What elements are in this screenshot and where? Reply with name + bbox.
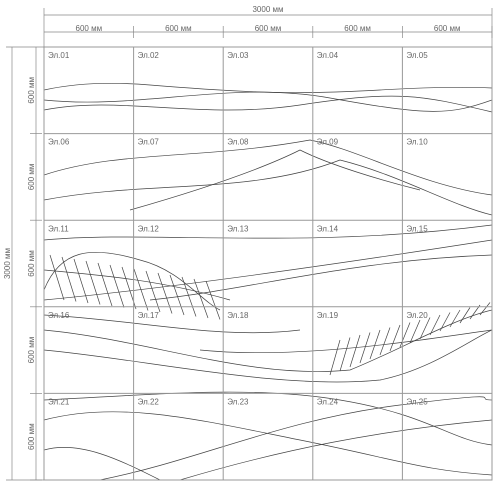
- hatch: [169, 274, 185, 316]
- hatch: [49, 254, 65, 301]
- panel-label: Эл.20: [406, 311, 428, 320]
- column-width: 600 мм: [344, 24, 371, 33]
- panel-label: Эл.10: [406, 138, 428, 147]
- panel-label: Эл.14: [317, 224, 339, 233]
- panel-label: Эл.23: [227, 398, 249, 407]
- panel-grid: [43, 46, 493, 481]
- panel-label: Эл.01: [48, 51, 70, 60]
- hatch: [157, 272, 173, 314]
- hatch: [399, 322, 411, 348]
- panel-label: Эл.16: [48, 311, 70, 320]
- panel-label: Эл.21: [48, 398, 70, 407]
- hatch: [205, 280, 221, 320]
- panel-label: Эл.11: [48, 224, 69, 233]
- row-height: 600 мм: [27, 77, 36, 104]
- hatch: [479, 302, 491, 316]
- panel-label: Эл.18: [227, 311, 249, 320]
- panel-label: Эл.03: [227, 51, 249, 60]
- hatch: [379, 327, 391, 356]
- panel-label: Эл.05: [406, 51, 428, 60]
- panel-label: Эл.24: [317, 398, 339, 407]
- row-height: 600 мм: [27, 164, 36, 191]
- column-width: 600 мм: [165, 24, 192, 33]
- hatch: [193, 278, 209, 319]
- hatch: [109, 264, 125, 308]
- row-height: 600 мм: [27, 250, 36, 277]
- hatch: [133, 268, 149, 311]
- hatch: [429, 314, 441, 336]
- panel-label: Эл.13: [227, 224, 249, 233]
- panel-label: Эл.22: [138, 398, 160, 407]
- hatch: [145, 270, 161, 313]
- hatch: [97, 262, 113, 307]
- overall-height: 3000 мм: [3, 248, 12, 279]
- column-width: 600 мм: [434, 24, 461, 33]
- hatch: [409, 319, 421, 344]
- hatch: [181, 276, 197, 317]
- panel-label: Эл.04: [317, 51, 339, 60]
- hatch: [439, 312, 451, 332]
- panel-label: Эл.09: [317, 138, 339, 147]
- panel-label: Эл.06: [48, 138, 70, 147]
- hatch: [369, 329, 381, 360]
- hatch: [449, 309, 461, 328]
- panel-label: Эл.19: [317, 311, 339, 320]
- column-width: 600 мм: [255, 24, 282, 33]
- panel-label: Эл.15: [406, 224, 428, 233]
- row-height: 600 мм: [27, 337, 36, 364]
- hatch: [359, 332, 371, 364]
- mountain-lines: [44, 82, 492, 480]
- hatch: [419, 317, 431, 340]
- hatch: [349, 334, 361, 368]
- hatch: [329, 339, 341, 376]
- panel-label: Эл.08: [227, 138, 249, 147]
- panel-label: Эл.02: [138, 51, 160, 60]
- panel-label: Эл.17: [138, 311, 160, 320]
- panel-label: Эл.07: [138, 138, 160, 147]
- hatch: [459, 307, 471, 324]
- overall-width: 3000 мм: [252, 5, 283, 14]
- row-height: 600 мм: [27, 423, 36, 450]
- hatch: [339, 337, 351, 372]
- hatch: [469, 304, 481, 320]
- hatch: [85, 260, 101, 305]
- column-width: 600 мм: [76, 24, 103, 33]
- hatch: [389, 324, 401, 352]
- panel-label: Эл.25: [406, 398, 428, 407]
- panel-label: Эл.12: [138, 224, 160, 233]
- hatch: [61, 256, 77, 302]
- hatch: [73, 258, 89, 304]
